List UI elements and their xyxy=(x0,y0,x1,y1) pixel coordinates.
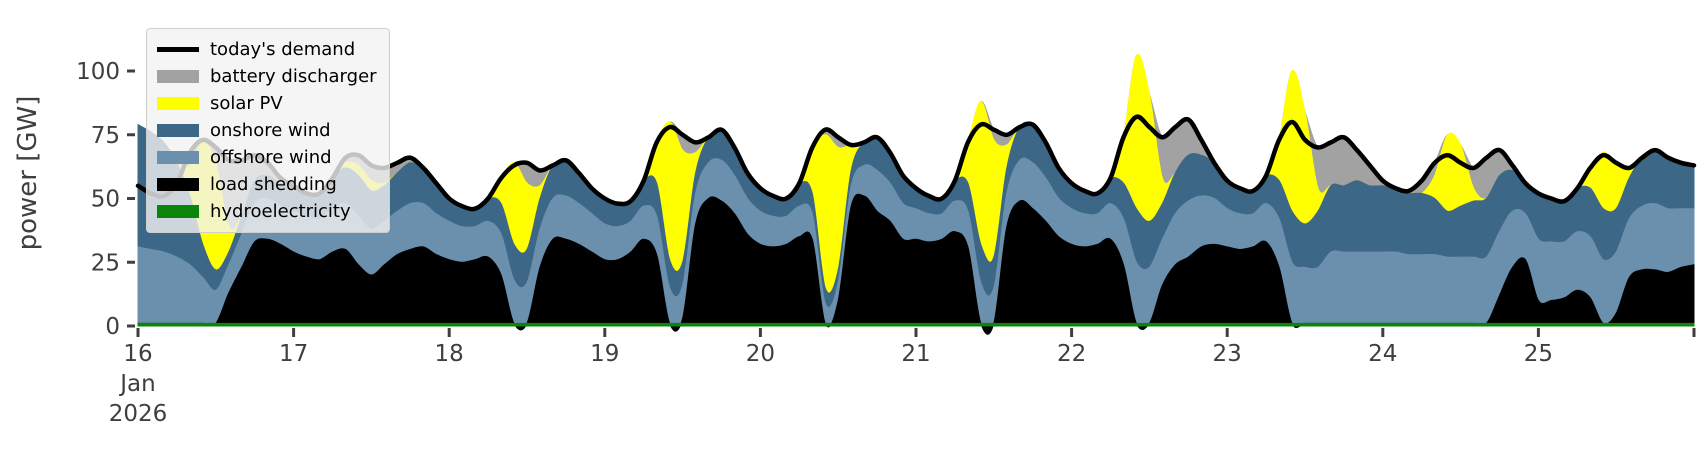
x-tick-label: 22 xyxy=(1057,341,1086,367)
x-tick-label: 23 xyxy=(1213,341,1242,367)
legend-patch-swatch xyxy=(157,205,199,218)
x-tick-label: 17 xyxy=(279,341,308,367)
x-tick-sublabel: Jan xyxy=(118,371,155,397)
legend-patch-swatch xyxy=(157,97,199,110)
legend-patch-swatch xyxy=(157,124,199,137)
x-tick-sublabel: 2026 xyxy=(109,401,168,427)
y-tick-label: 100 xyxy=(76,59,120,85)
demand-line xyxy=(135,114,1697,212)
y-tick-label: 25 xyxy=(91,250,120,276)
x-tick-label: 16 xyxy=(123,341,152,367)
legend-item-today-s-demand: today's demand xyxy=(157,37,377,62)
legend-item-load-shedding: load shedding xyxy=(157,172,377,197)
x-tick-label: 24 xyxy=(1368,341,1397,367)
legend-item-battery-discharger: battery discharger xyxy=(157,64,377,89)
legend-label: battery discharger xyxy=(210,65,377,87)
legend-label: solar PV xyxy=(210,92,283,114)
legend-label: hydroelectricity xyxy=(210,200,351,222)
area-hydroelectricity xyxy=(137,322,1695,327)
x-tick-label: 25 xyxy=(1524,341,1553,367)
y-tick-label: 75 xyxy=(91,123,120,149)
legend-item-hydroelectricity: hydroelectricity xyxy=(157,199,377,224)
legend: today's demand battery discharger solar PV… xyxy=(146,28,390,233)
y-axis-label: power [GW] xyxy=(13,95,43,251)
legend-label: load shedding xyxy=(210,173,337,195)
legend-label: today's demand xyxy=(210,38,356,60)
x-tick-label: 20 xyxy=(746,341,775,367)
legend-item-onshore-wind: onshore wind xyxy=(157,118,377,143)
legend-patch-swatch xyxy=(157,178,199,191)
y-tick-label: 50 xyxy=(91,187,120,213)
legend-item-offshore-wind: offshore wind xyxy=(157,145,377,170)
legend-label: offshore wind xyxy=(210,146,332,168)
legend-patch-swatch xyxy=(157,151,199,164)
x-tick-label: 18 xyxy=(435,341,464,367)
legend-patch-swatch xyxy=(157,70,199,83)
legend-label: onshore wind xyxy=(210,119,331,141)
y-tick-label: 0 xyxy=(105,314,120,340)
legend-item-solar-PV: solar PV xyxy=(157,91,377,116)
legend-line-swatch xyxy=(157,47,199,52)
x-tick-label: 19 xyxy=(590,341,619,367)
x-tick-label: 21 xyxy=(901,341,930,367)
